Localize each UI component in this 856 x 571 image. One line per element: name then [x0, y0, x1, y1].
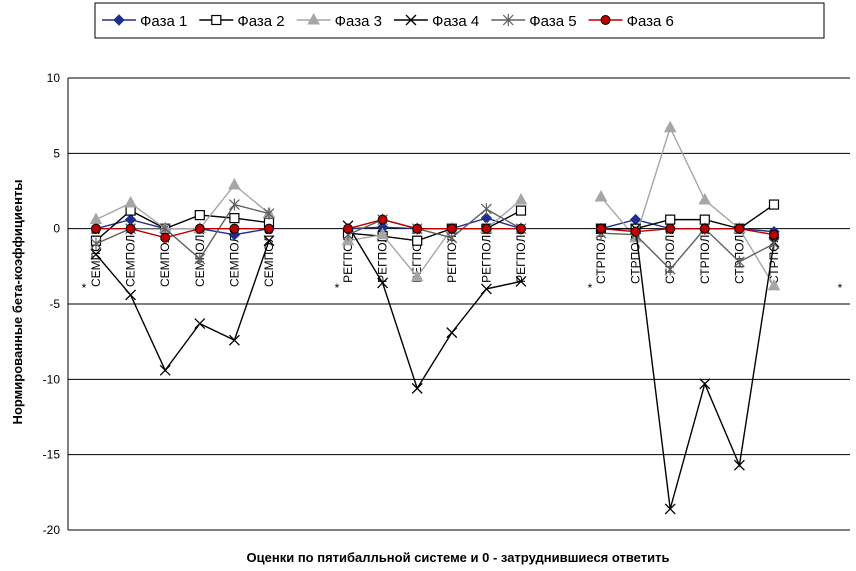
data-point	[601, 16, 610, 25]
data-point	[413, 236, 422, 245]
category-label: СТРПОЛ3	[663, 228, 677, 284]
data-point	[631, 227, 640, 236]
data-point	[699, 194, 710, 204]
category-labels: СЕМПОЛ5СЕМПОЛ4СЕМПОЛ3СЕМПОЛ2СЕМПОЛ1СЕМПО…	[89, 228, 781, 287]
data-point	[666, 215, 675, 224]
category-label: РЕГПОЛ1	[479, 228, 493, 283]
y-tick-label: 10	[47, 71, 61, 85]
gridlines	[68, 78, 850, 530]
series-line	[601, 128, 774, 286]
data-point	[517, 224, 526, 233]
data-point	[516, 194, 527, 204]
data-point	[665, 122, 676, 132]
data-point	[596, 191, 607, 201]
data-point	[344, 224, 353, 233]
data-point	[597, 224, 606, 233]
y-tick-labels: 10 5 0 -5 -10 -15 -20	[43, 71, 61, 537]
y-tick-label: -10	[43, 372, 61, 386]
data-point	[481, 284, 491, 294]
separator-mark: *	[838, 281, 843, 295]
data-point	[126, 224, 135, 233]
data-point	[378, 215, 387, 224]
data-point	[735, 224, 744, 233]
series-line	[96, 241, 269, 371]
data-point	[517, 206, 526, 215]
data-point	[700, 224, 709, 233]
data-point	[481, 203, 491, 215]
data-point	[160, 365, 170, 375]
data-point	[265, 224, 274, 233]
data-point	[413, 224, 422, 233]
series-line	[348, 226, 521, 389]
series-line	[96, 205, 269, 259]
y-tick-label: 0	[53, 222, 60, 236]
y-tick-label: 5	[53, 146, 60, 160]
x-axis-title: Оценки по пятибалльной системе и 0 - зат…	[247, 550, 670, 565]
separator-mark: *	[588, 281, 593, 295]
data-point	[700, 379, 710, 389]
y-tick-label: -5	[49, 297, 60, 311]
data-point	[91, 214, 102, 224]
data-point	[631, 215, 641, 225]
legend: Фаза 1 Фаза 2 Фаза 3 Фаза 4 Фаза 5 Фаза 6	[95, 3, 824, 38]
legend-label: Фаза 3	[335, 13, 382, 30]
data-point	[125, 197, 136, 207]
data-point	[482, 224, 491, 233]
data-point	[666, 224, 675, 233]
data-point	[126, 290, 136, 300]
category-label: РЕГПОЛ0	[514, 228, 528, 283]
data-point	[770, 230, 779, 239]
data-point	[161, 233, 170, 242]
data-point	[447, 328, 457, 338]
data-point	[229, 335, 239, 345]
data-point	[212, 16, 221, 25]
category-label: СТРПОЛ2	[698, 228, 712, 284]
data-point	[412, 383, 422, 393]
y-tick-label: -15	[43, 448, 61, 462]
data-point	[229, 199, 239, 211]
data-point	[229, 179, 240, 189]
separator-mark: *	[335, 281, 340, 295]
series-line	[348, 200, 521, 277]
series-line	[601, 205, 774, 229]
data-point	[230, 214, 239, 223]
category-label: СЕМПОЛ4	[124, 228, 138, 287]
series-line	[601, 229, 774, 270]
legend-label: Фаза 5	[529, 13, 576, 30]
y-axis-title: Нормированные бета-коэффициенты	[10, 180, 25, 425]
data-point	[447, 224, 456, 233]
data-point	[195, 319, 205, 329]
data-point	[195, 224, 204, 233]
series-line	[601, 229, 774, 509]
legend-label: Фаза 2	[237, 13, 284, 30]
data-point	[230, 224, 239, 233]
data-point	[770, 200, 779, 209]
legend-label: Фаза 4	[432, 13, 479, 30]
data-point	[195, 211, 204, 220]
y-tick-label: -20	[43, 523, 61, 537]
legend-label: Фаза 1	[140, 13, 187, 30]
data-point	[92, 224, 101, 233]
series-line	[96, 211, 269, 241]
separator-mark: *	[82, 281, 87, 295]
legend-label: Фаза 6	[627, 13, 674, 30]
